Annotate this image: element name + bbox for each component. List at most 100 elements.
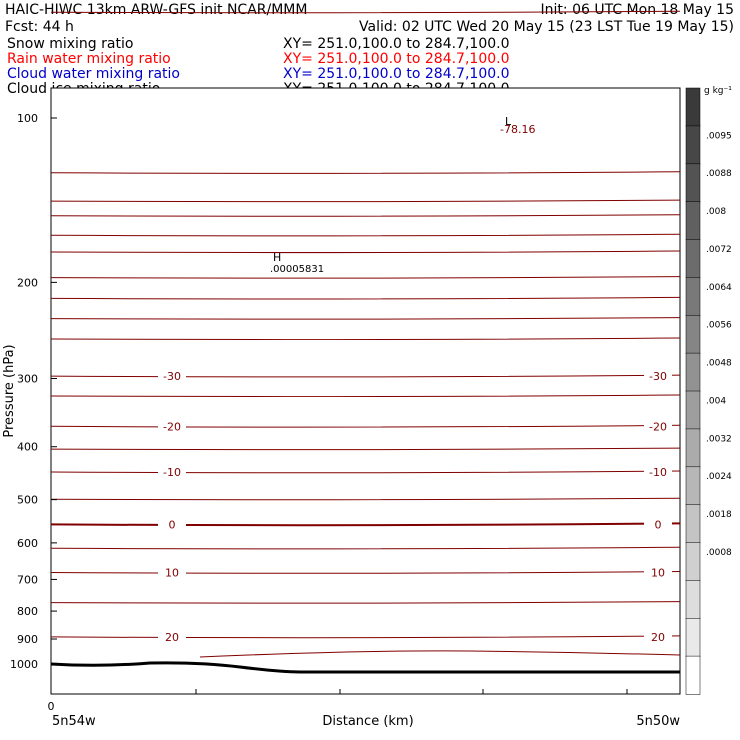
colorbar-swatch: [685, 277, 701, 317]
temperature-contour: [50, 601, 681, 604]
y-tick-label: 300: [17, 373, 38, 386]
colorbar-swatch: [685, 618, 701, 657]
contour-label-gap: [158, 420, 186, 433]
x-axis-label: Distance (km): [322, 714, 413, 729]
high-marker-symbol: H: [273, 251, 281, 264]
contour-label-gap: [158, 566, 186, 579]
colorbar-swatch: [685, 315, 701, 354]
colorbar-swatch: [685, 580, 701, 620]
colorbar-swatch: [685, 352, 701, 392]
temperature-contour: [50, 317, 681, 320]
contour-label: -30: [163, 370, 181, 383]
temperature-contour: [50, 296, 681, 300]
x-right-location: 5n50w: [636, 714, 680, 729]
low-marker-symbol: L: [505, 115, 512, 128]
contour-label-gap: [158, 630, 186, 643]
terrain-line: [50, 661, 680, 674]
temperature-contour: [50, 497, 681, 501]
temperature-contour: [50, 635, 681, 639]
y-tick-label: 200: [17, 276, 38, 289]
x-axis: 0: [48, 689, 628, 713]
colorbar-swatch: [685, 239, 701, 279]
y-axis: 100 200 300 400 500 600 700 800 900 1000: [10, 112, 57, 671]
temperature-contour: [50, 447, 681, 451]
field-name: Snow mixing ratio: [7, 36, 133, 52]
valid-time: Valid: 02 UTC Wed 20 May 15 (23 LST Tue …: [359, 19, 734, 35]
colorbar-label: .0064: [706, 283, 732, 293]
colorbar-swatch: [685, 201, 701, 241]
contour-label: -10: [163, 466, 181, 479]
y-tick-label: 1000: [10, 658, 38, 671]
temperature-contour: [50, 233, 681, 237]
high-marker-value: .00005831: [270, 264, 324, 275]
colorbar-label: .0048: [706, 359, 732, 369]
temperature-contour: [50, 424, 681, 428]
colorbar-swatch: [685, 390, 701, 430]
contour-label-gap: [158, 466, 186, 479]
colorbar-label: .0032: [706, 434, 732, 444]
colorbar-swatch: [685, 655, 701, 695]
temperature-contour: [50, 522, 681, 527]
y-axis-label: Pressure (hPa): [2, 344, 17, 437]
colorbar: .0095 .0088 .008 .0072 .0064 .0056 .0048 .004 .0…: [685, 87, 732, 695]
colorbar-label: .0008: [706, 548, 732, 558]
colorbar-swatch: [685, 428, 701, 468]
temperature-contour: [50, 171, 681, 174]
contour-label: 10: [165, 567, 179, 580]
colorbar-label: .0024: [706, 472, 732, 482]
colorbar-label: .004: [706, 397, 726, 407]
colorbar-unit: g kg⁻¹: [704, 86, 732, 96]
temperature-contour: [50, 10, 681, 14]
contour-label-gap: [644, 518, 672, 531]
colorbar-swatch: [685, 466, 701, 506]
field-xy: XY= 251.0,100.0 to 284.7,100.0: [283, 66, 510, 82]
y-tick-label: 900: [17, 633, 38, 646]
contour-label: -20: [163, 420, 181, 433]
colorbar-label: .0095: [706, 131, 732, 141]
temperature-contour: [50, 214, 681, 217]
field-name: Cloud water mixing ratio: [7, 66, 180, 82]
contour-label-gap: [644, 466, 672, 479]
field-name: Rain water mixing ratio: [7, 51, 171, 67]
colorbar-label: .0056: [706, 321, 732, 331]
contour-label-gap: [644, 566, 672, 579]
contour-label-gap: [158, 518, 186, 531]
contour-label-gap: [644, 370, 672, 383]
contour-label-gap: [644, 630, 672, 643]
y-tick-label: 800: [17, 605, 38, 618]
colorbar-label: .0088: [706, 169, 732, 179]
temperature-contour: [50, 546, 681, 550]
contour-label-gap: [644, 420, 672, 433]
temperature-contour: [50, 337, 681, 341]
temperature-contour: [50, 199, 681, 203]
colorbar-swatch: [685, 504, 701, 544]
colorbar-label: .0072: [706, 245, 732, 255]
y-tick-label: 100: [17, 112, 38, 125]
temperature-contour: [50, 374, 681, 378]
temperature-contour: [50, 470, 681, 474]
y-tick-label: 700: [17, 573, 38, 586]
y-tick-label: 400: [17, 441, 38, 454]
contour-label: -10: [649, 466, 667, 479]
temperature-contour: [50, 571, 681, 574]
temperature-contour: [50, 394, 681, 398]
temperature-contour: [199, 650, 681, 658]
title-left-line2: Fcst: 44 h: [5, 19, 74, 35]
field-xy: XY= 251.0,100.0 to 284.7,100.0: [283, 51, 510, 67]
colorbar-label: .0018: [706, 510, 732, 520]
contour-label: 0: [169, 518, 176, 531]
colorbar-swatch: [685, 542, 701, 582]
colorbar-swatch: [685, 125, 701, 165]
colorbar-swatch: [685, 163, 701, 203]
contour-label-gap: [158, 370, 186, 383]
title-left-line1: HAIC-HIWC 13km ARW-GFS init NCAR/MMM: [5, 2, 307, 18]
y-tick-label: 600: [17, 537, 38, 550]
x-tick-label: 0: [48, 700, 55, 713]
temperature-contour: [50, 276, 681, 279]
temperature-contour: [50, 250, 681, 254]
contour-label: -20: [649, 420, 667, 433]
contour-label: 0: [655, 518, 662, 531]
contour-label: -30: [649, 370, 667, 383]
init-time: Init: 06 UTC Mon 18 May 15: [541, 2, 734, 18]
